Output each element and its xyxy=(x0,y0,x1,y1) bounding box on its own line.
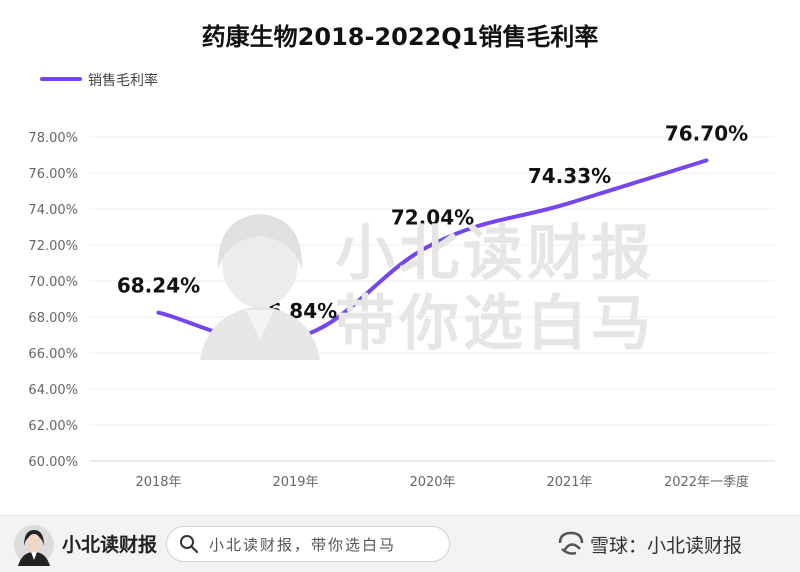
y-tick-label: 64.00% xyxy=(28,383,78,398)
y-axis: 60.00% 62.00% 64.00% 66.00% 68.00% 70.00% 72.0… xyxy=(28,131,78,470)
y-tick-label: 66.00% xyxy=(28,347,78,362)
watermark-line2: 带你选白马 xyxy=(335,289,655,359)
y-tick-label: 78.00% xyxy=(28,131,78,146)
y-tick-label: 62.00% xyxy=(28,419,78,434)
avatar xyxy=(14,525,54,566)
watermark-line1: 小北读财报 xyxy=(335,219,655,289)
x-axis: 2018年 2019年 2020年 2021年 2022年一季度 xyxy=(135,474,749,490)
y-tick-label: 76.00% xyxy=(28,167,78,182)
watermark-portrait-icon xyxy=(200,214,320,360)
legend-label: 销售毛利率 xyxy=(88,72,158,89)
y-tick-label: 70.00% xyxy=(28,275,78,290)
data-label: 72.04% xyxy=(391,205,474,229)
y-tick-label: 68.00% xyxy=(28,311,78,326)
search-icon xyxy=(180,535,199,554)
search-text: 小北读财报，带你选白马 xyxy=(209,536,397,554)
x-tick-label: 2022年一季度 xyxy=(664,474,749,490)
x-tick-label: 2019年 xyxy=(272,475,318,490)
footer-source: 雪球：小北读财报 xyxy=(590,535,743,557)
chart: 60.00% 62.00% 64.00% 66.00% 68.00% 70.00% 72.0… xyxy=(28,23,775,490)
x-tick-label: 2018年 xyxy=(135,475,181,490)
search-box[interactable]: 小北读财报，带你选白马 xyxy=(166,526,450,562)
data-label: 68.24% xyxy=(117,274,200,298)
x-tick-label: 2021年 xyxy=(546,475,592,490)
y-tick-label: 74.00% xyxy=(28,203,78,218)
chart-title: 药康生物2018-2022Q1销售毛利率 xyxy=(202,23,599,51)
x-tick-label: 2020年 xyxy=(409,475,455,490)
y-tick-label: 72.00% xyxy=(28,239,78,254)
xueqiu-logo-icon xyxy=(558,531,584,555)
y-tick-label: 60.00% xyxy=(28,455,78,470)
data-label: 74.33% xyxy=(528,164,611,188)
footer-brand: 小北读财报 xyxy=(62,534,158,556)
data-label: 76.70% xyxy=(665,121,748,145)
footer-bar: 小北读财报 小北读财报，带你选白马 雪球：小北读财报 xyxy=(0,515,800,572)
